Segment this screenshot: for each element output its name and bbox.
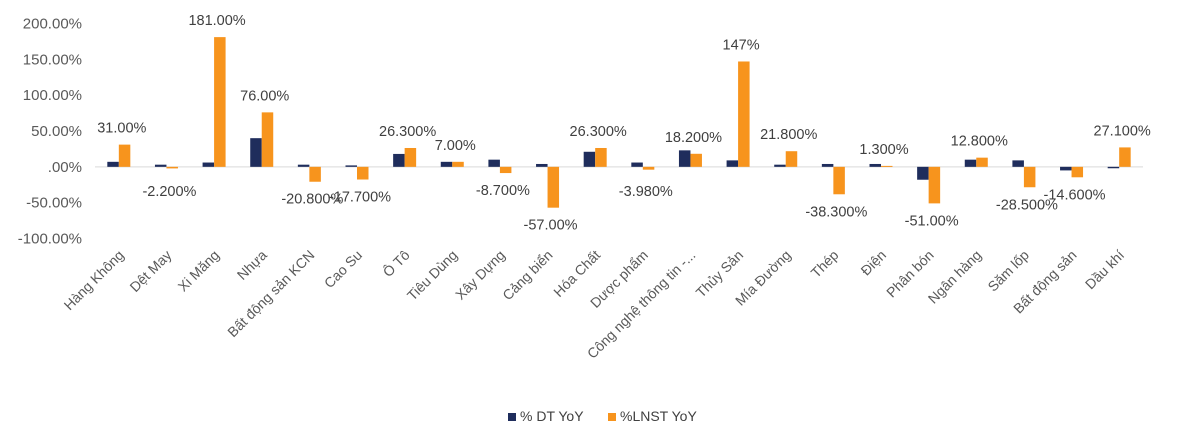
x-tick-label: Cao Su xyxy=(321,247,365,291)
data-label-lnst: 31.00% xyxy=(97,121,146,137)
bar-lnst-yoy xyxy=(928,166,941,204)
legend-swatch-lnst xyxy=(608,413,616,421)
data-label-lnst: -3.980% xyxy=(619,184,673,200)
data-label-lnst: -14.600% xyxy=(1044,187,1106,203)
data-label-lnst: -51.00% xyxy=(905,213,959,229)
bar-dt-yoy xyxy=(440,161,453,167)
bar-lnst-yoy xyxy=(309,166,321,182)
bar-lnst-yoy xyxy=(738,61,750,167)
data-label-lnst: -17.700% xyxy=(329,190,391,206)
data-label-lnst: 1.300% xyxy=(859,142,908,158)
bar-dt-yoy xyxy=(107,161,119,167)
x-tick-label: Dệt May xyxy=(126,247,174,295)
bar-dt-yoy xyxy=(821,163,834,167)
bar-dt-yoy xyxy=(202,162,215,167)
bar-lnst-yoy xyxy=(404,147,417,167)
x-tick-label: Xi Măng xyxy=(175,247,223,295)
data-label-lnst: 26.300% xyxy=(570,124,627,140)
x-tick-label: Ô Tô xyxy=(380,247,413,280)
bar-lnst-yoy xyxy=(452,161,464,167)
y-tick-label: 150.00% xyxy=(23,51,82,68)
data-label-lnst: 27.100% xyxy=(1094,123,1151,139)
bar-dt-yoy xyxy=(917,166,929,180)
bar-dt-yoy xyxy=(964,159,977,167)
x-tick-label: Cảng biển xyxy=(499,247,555,303)
bar-dt-yoy xyxy=(1060,166,1072,171)
data-label-lnst: 147% xyxy=(723,37,760,53)
bar-lnst-yoy xyxy=(1071,166,1084,178)
y-tick-label: 50.00% xyxy=(31,123,82,140)
x-tick-label: Tiêu Dùng xyxy=(404,247,461,304)
data-label-lnst: 7.00% xyxy=(435,138,476,154)
legend: % DT YoY %LNST YoY xyxy=(508,408,697,424)
data-label-lnst: 18.200% xyxy=(665,130,722,146)
bar-lnst-yoy xyxy=(976,157,988,167)
data-label-lnst: -28.500% xyxy=(996,197,1058,213)
data-label-lnst: -2.200% xyxy=(142,184,196,200)
bar-dt-yoy xyxy=(154,164,167,167)
bar-dt-yoy xyxy=(583,151,596,167)
x-tick-label: Nhựa xyxy=(234,247,270,283)
bar-lnst-yoy xyxy=(499,166,512,174)
y-axis: 200.00% 150.00% 100.00% 50.00% .00% -50.00% -1… xyxy=(18,16,82,248)
data-label-lnst: -38.300% xyxy=(805,204,867,220)
y-tick-label: 100.00% xyxy=(23,87,82,104)
bar-dt-yoy xyxy=(678,150,691,167)
bar-dt-yoy xyxy=(297,164,310,167)
bar-dt-yoy xyxy=(631,162,643,167)
bar-lnst-yoy xyxy=(833,166,845,195)
x-tick-label: Hàng Không xyxy=(61,247,127,313)
bar-lnst-yoy xyxy=(1119,147,1131,167)
data-label-lnst: 12.800% xyxy=(951,134,1008,150)
bar-lnst-yoy xyxy=(357,166,369,180)
bar-dt-yoy xyxy=(536,163,548,167)
data-label-lnst: -20.800% xyxy=(281,192,343,208)
bar-lnst-yoy xyxy=(547,166,560,208)
legend-label-lnst: %LNST YoY xyxy=(620,408,697,424)
y-tick-label: 200.00% xyxy=(23,16,82,33)
legend-label-dt: % DT YoY xyxy=(520,408,584,424)
bar-dt-yoy xyxy=(774,164,786,167)
bar-lnst-yoy xyxy=(261,112,274,167)
x-tick-label: Dầu khí xyxy=(1082,247,1128,293)
bar-lnst-yoy xyxy=(881,165,893,167)
bar-dt-yoy xyxy=(345,165,357,167)
bar-dt-yoy xyxy=(1012,160,1024,167)
bars xyxy=(107,37,1131,208)
bar-dt-yoy xyxy=(869,163,881,167)
data-label-lnst: 21.800% xyxy=(760,127,817,143)
data-labels: 31.00% -2.200% 181.00% 76.00% -20.800%-17.70… xyxy=(97,13,1151,234)
y-tick-label: -100.00% xyxy=(18,231,82,248)
x-tick-label: Thép xyxy=(808,247,842,281)
x-tick-label: Bất động sản KCN xyxy=(224,247,317,340)
y-tick-label: .00% xyxy=(48,159,82,176)
data-label-lnst: 181.00% xyxy=(188,13,245,29)
bar-dt-yoy xyxy=(488,159,500,167)
data-label-lnst: 76.00% xyxy=(240,88,289,104)
bar-dt-yoy xyxy=(726,160,739,167)
bar-lnst-yoy xyxy=(118,144,131,167)
bar-lnst-yoy xyxy=(690,153,702,167)
data-label-lnst: -8.700% xyxy=(476,183,530,199)
bar-lnst-yoy xyxy=(642,166,655,170)
bar-lnst-yoy xyxy=(214,37,226,167)
bar-lnst-yoy xyxy=(785,151,798,167)
y-tick-label: -50.00% xyxy=(26,195,82,212)
bar-dt-yoy xyxy=(250,138,262,167)
bar-dt-yoy xyxy=(393,153,405,167)
bar-lnst-yoy xyxy=(1023,166,1036,188)
x-tick-label: Điện xyxy=(857,247,889,279)
legend-swatch-dt xyxy=(508,413,516,421)
bar-dt-yoy xyxy=(1107,166,1120,169)
x-tick-label: Săm lốp xyxy=(984,247,1032,295)
bar-lnst-yoy xyxy=(166,166,178,169)
data-label-lnst: -57.00% xyxy=(524,218,578,234)
x-tick-label: Xây Dựng xyxy=(452,247,508,303)
bar-lnst-yoy xyxy=(595,147,607,167)
data-label-lnst: 26.300% xyxy=(379,124,436,140)
